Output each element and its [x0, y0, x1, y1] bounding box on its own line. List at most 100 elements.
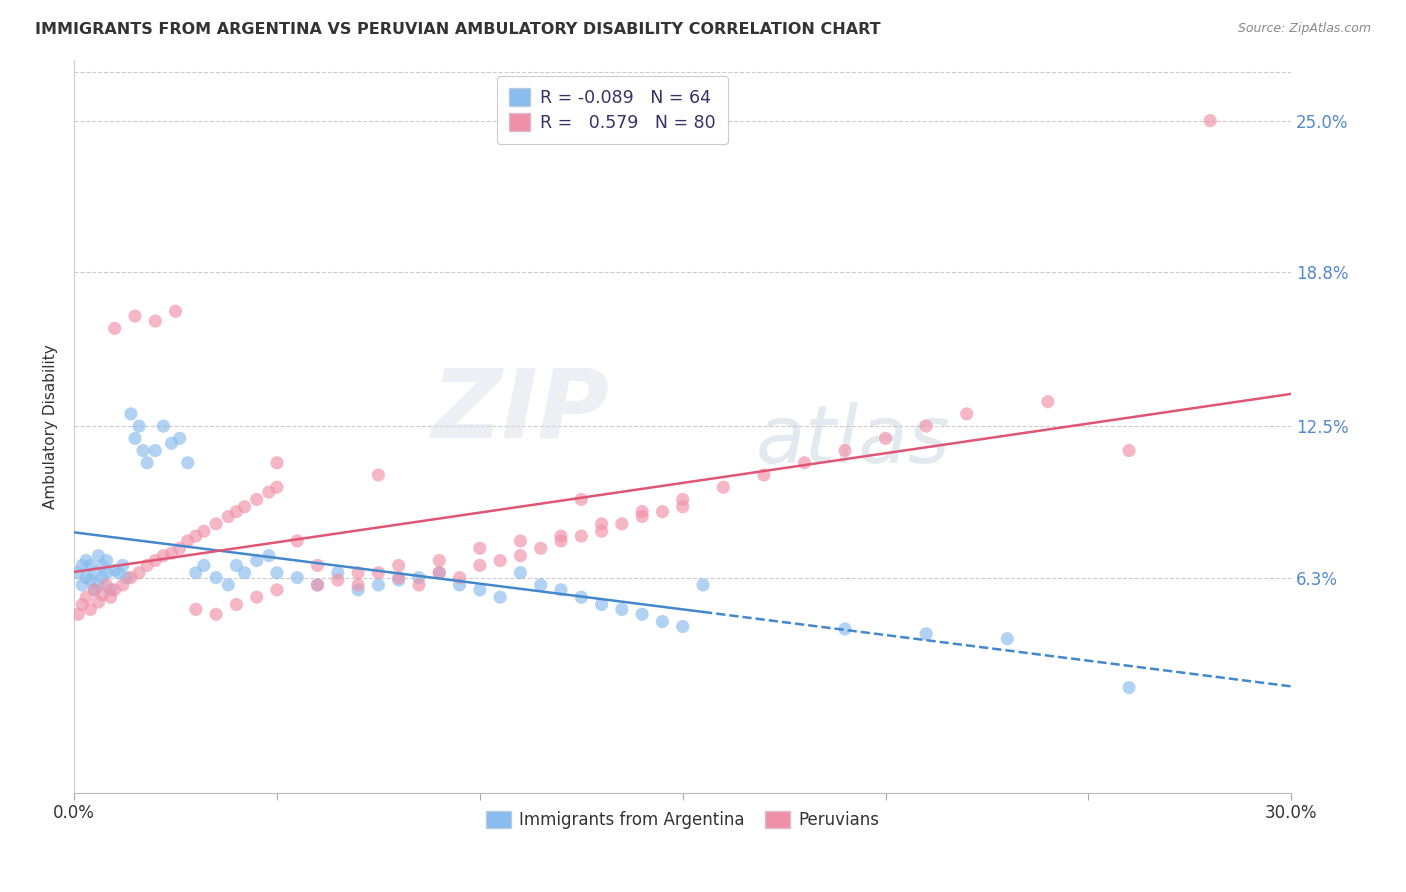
Point: [347, 578, 370, 592]
Point: [100, 582, 122, 597]
Point: [266, 456, 288, 470]
Text: Source: ZipAtlas.com: Source: ZipAtlas.com: [1237, 22, 1371, 36]
Point: [205, 571, 228, 585]
Point: [257, 549, 280, 563]
Point: [509, 533, 531, 548]
Point: [111, 578, 134, 592]
Point: [367, 578, 389, 592]
Point: [87, 595, 110, 609]
Point: [307, 578, 329, 592]
Point: [388, 571, 411, 585]
Point: [225, 558, 247, 573]
Point: [672, 492, 695, 507]
Point: [177, 533, 200, 548]
Point: [509, 549, 531, 563]
Point: [136, 558, 159, 573]
Point: [1118, 443, 1140, 458]
Point: [692, 578, 714, 592]
Point: [143, 553, 166, 567]
Point: [388, 573, 411, 587]
Point: [367, 468, 389, 483]
Point: [530, 541, 553, 556]
Point: [347, 582, 370, 597]
Point: [1036, 394, 1059, 409]
Text: IMMIGRANTS FROM ARGENTINA VS PERUVIAN AMBULATORY DISABILITY CORRELATION CHART: IMMIGRANTS FROM ARGENTINA VS PERUVIAN AM…: [35, 22, 880, 37]
Point: [91, 571, 114, 585]
Point: [143, 443, 166, 458]
Point: [75, 590, 97, 604]
Point: [257, 485, 280, 500]
Point: [225, 505, 247, 519]
Text: atlas: atlas: [756, 401, 950, 480]
Point: [569, 492, 592, 507]
Point: [631, 509, 654, 524]
Point: [875, 431, 897, 445]
Point: [79, 602, 101, 616]
Point: [79, 558, 101, 573]
Point: [70, 558, 93, 573]
Point: [79, 573, 101, 587]
Point: [266, 582, 288, 597]
Point: [591, 516, 613, 531]
Point: [631, 607, 654, 622]
Point: [111, 558, 134, 573]
Point: [104, 321, 127, 335]
Point: [427, 553, 450, 567]
Point: [96, 566, 118, 580]
Point: [115, 571, 138, 585]
Point: [152, 549, 174, 563]
Point: [193, 524, 215, 539]
Point: [233, 566, 256, 580]
Point: [104, 582, 127, 597]
Point: [610, 602, 633, 616]
Point: [70, 578, 93, 592]
Point: [651, 615, 673, 629]
Point: [91, 588, 114, 602]
Point: [120, 571, 142, 585]
Point: [217, 578, 239, 592]
Point: [995, 632, 1018, 646]
Point: [165, 304, 187, 318]
Point: [246, 590, 269, 604]
Point: [591, 524, 613, 539]
Point: [75, 571, 97, 585]
Point: [246, 492, 269, 507]
Point: [651, 505, 673, 519]
Point: [87, 549, 110, 563]
Point: [143, 314, 166, 328]
Point: [569, 529, 592, 543]
Point: [468, 582, 491, 597]
Point: [193, 558, 215, 573]
Point: [793, 456, 815, 470]
Point: [449, 571, 471, 585]
Point: [307, 578, 329, 592]
Point: [266, 566, 288, 580]
Point: [550, 533, 572, 548]
Point: [326, 566, 349, 580]
Point: [75, 553, 97, 567]
Point: [367, 566, 389, 580]
Point: [177, 456, 200, 470]
Point: [205, 516, 228, 531]
Point: [128, 419, 150, 434]
Point: [136, 456, 159, 470]
Point: [326, 573, 349, 587]
Point: [285, 571, 308, 585]
Point: [915, 419, 938, 434]
Point: [160, 546, 183, 560]
Point: [67, 566, 90, 580]
Point: [217, 509, 239, 524]
Point: [427, 566, 450, 580]
Point: [347, 566, 370, 580]
Point: [184, 602, 207, 616]
Point: [184, 529, 207, 543]
Point: [124, 309, 146, 323]
Point: [67, 607, 90, 622]
Point: [449, 578, 471, 592]
Point: [408, 578, 430, 592]
Point: [225, 598, 247, 612]
Point: [631, 505, 654, 519]
Point: [489, 590, 512, 604]
Point: [83, 566, 105, 580]
Point: [1118, 681, 1140, 695]
